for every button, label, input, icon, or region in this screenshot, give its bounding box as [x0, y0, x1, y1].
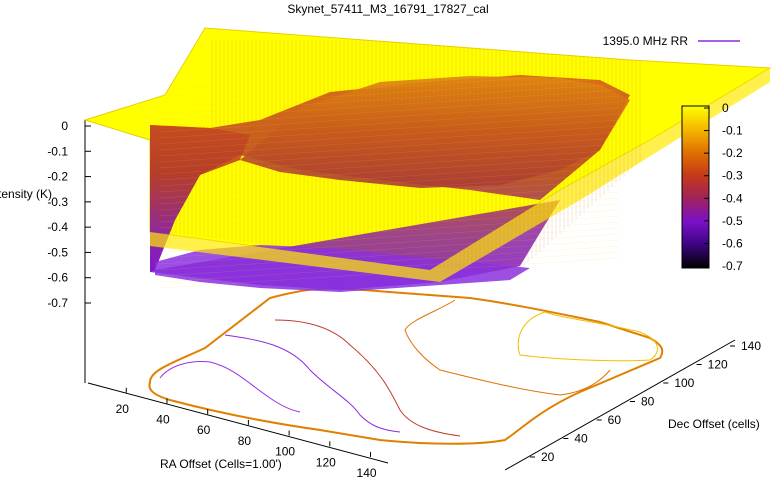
mesh-line — [159, 149, 621, 181]
base-contour-yellow — [517, 311, 658, 362]
ra-axis — [87, 382, 389, 464]
mesh-line — [159, 233, 621, 265]
mesh-line — [159, 221, 621, 253]
base-contour-orange — [404, 299, 611, 396]
ra-tick-label: 80 — [238, 434, 252, 448]
mesh-line — [159, 83, 621, 115]
dec-tick-label: 120 — [708, 358, 728, 372]
mesh-line — [159, 173, 621, 205]
dec-axis-line — [504, 339, 736, 471]
z-tick-label: -0.4 — [47, 220, 68, 234]
z-tick-label: -0.2 — [47, 170, 68, 184]
colorbar-tick-label: -0.2 — [722, 146, 743, 160]
base-contour-red — [274, 319, 461, 437]
z-tick-label: -0.7 — [47, 296, 68, 310]
colorbar: 0 -0.1 -0.2 -0.3 -0.4 -0.5 -0.6 -0.7 — [681, 101, 743, 273]
mesh-line — [159, 95, 621, 127]
mesh-line — [159, 137, 621, 169]
mesh-line — [159, 101, 621, 133]
mesh-line — [159, 119, 621, 151]
ra-tick-label: 140 — [357, 466, 377, 478]
dec-tick-label: 60 — [608, 413, 622, 427]
ra-axis-line — [87, 382, 389, 464]
colorbar-tick-label: -0.3 — [722, 169, 743, 183]
colorbar-tick-label: -0.6 — [722, 236, 743, 250]
mesh-line — [159, 59, 621, 91]
colorbar-gradient — [681, 105, 710, 269]
z-tick-label: -0.3 — [47, 195, 68, 209]
ra-axis-label: RA Offset (Cells=1.00') — [160, 457, 282, 471]
mesh-line — [159, 125, 621, 157]
z-tick-label: -0.5 — [47, 245, 68, 259]
ra-tick-label: 100 — [275, 445, 295, 459]
mesh-line — [159, 107, 621, 139]
ra-tick-label: 120 — [316, 455, 336, 469]
mesh-line — [159, 179, 621, 211]
colorbar-tick-label: -0.4 — [722, 191, 743, 205]
z-tick-label: -0.6 — [47, 271, 68, 285]
mesh-line — [159, 89, 621, 121]
z-tick-label: -0.1 — [47, 144, 68, 158]
mesh-line — [159, 143, 621, 175]
mesh-line — [159, 197, 621, 229]
dec-axis-ticks: 20 40 60 80 100 120 140 — [530, 339, 761, 464]
dec-tick-label: 40 — [574, 432, 588, 446]
mesh-line — [159, 77, 621, 109]
colorbar-tick-label: -0.7 — [722, 259, 743, 273]
mesh-line — [159, 113, 621, 145]
base-contours — [148, 287, 664, 445]
z-axis-label: Intensity (K) — [0, 187, 52, 201]
base-outline — [148, 287, 664, 445]
dec-tick-label: 20 — [541, 450, 555, 464]
dec-axis-label: Dec Offset (cells) — [668, 417, 760, 431]
chart-title: Skynet_57411_M3_16791_17827_cal — [287, 2, 488, 16]
base-contour-violet — [159, 361, 301, 413]
colorbar-ticks: 0 -0.1 -0.2 -0.3 -0.4 -0.5 -0.6 -0.7 — [704, 101, 743, 273]
z-axis-ticks: 0 -0.1 -0.2 -0.3 -0.4 -0.5 -0.6 -0.7 — [47, 119, 91, 310]
mesh-line — [159, 131, 621, 163]
colorbar-tick-label: 0 — [722, 101, 729, 115]
mesh-line — [159, 251, 621, 283]
ra-tick-label: 40 — [156, 412, 170, 426]
legend: 1395.0 MHz RR — [603, 34, 740, 48]
dec-tick-label: 140 — [741, 339, 761, 353]
mesh-line — [159, 71, 621, 103]
mesh-line — [159, 65, 621, 97]
base-contour-purple — [224, 334, 401, 433]
mesh-line — [159, 155, 621, 187]
mesh-line — [159, 239, 621, 271]
ra-tick-label: 20 — [116, 402, 130, 416]
colorbar-tick-label: -0.1 — [722, 124, 743, 138]
z-tick-label: 0 — [61, 119, 68, 133]
mesh-line — [159, 203, 621, 235]
mesh-line — [159, 167, 621, 199]
dec-tick-label: 100 — [674, 376, 694, 390]
surface-dome — [240, 76, 630, 188]
surface-mesh — [151, 40, 641, 289]
legend-label: 1395.0 MHz RR — [603, 34, 689, 48]
mesh-line — [159, 257, 621, 289]
dec-tick-label: 80 — [641, 395, 655, 409]
mesh-line — [159, 245, 621, 277]
ra-tick-label: 60 — [197, 423, 211, 437]
mesh-line — [159, 209, 621, 241]
mesh-line — [159, 185, 621, 217]
mesh-line — [159, 161, 621, 193]
dec-axis — [504, 339, 736, 471]
colorbar-tick-label: -0.5 — [722, 214, 743, 228]
mesh-line — [159, 191, 621, 223]
ra-axis-ticks: 20 40 60 80 100 120 140 — [116, 387, 377, 478]
mesh-line — [159, 215, 621, 247]
mesh-line — [159, 227, 621, 259]
